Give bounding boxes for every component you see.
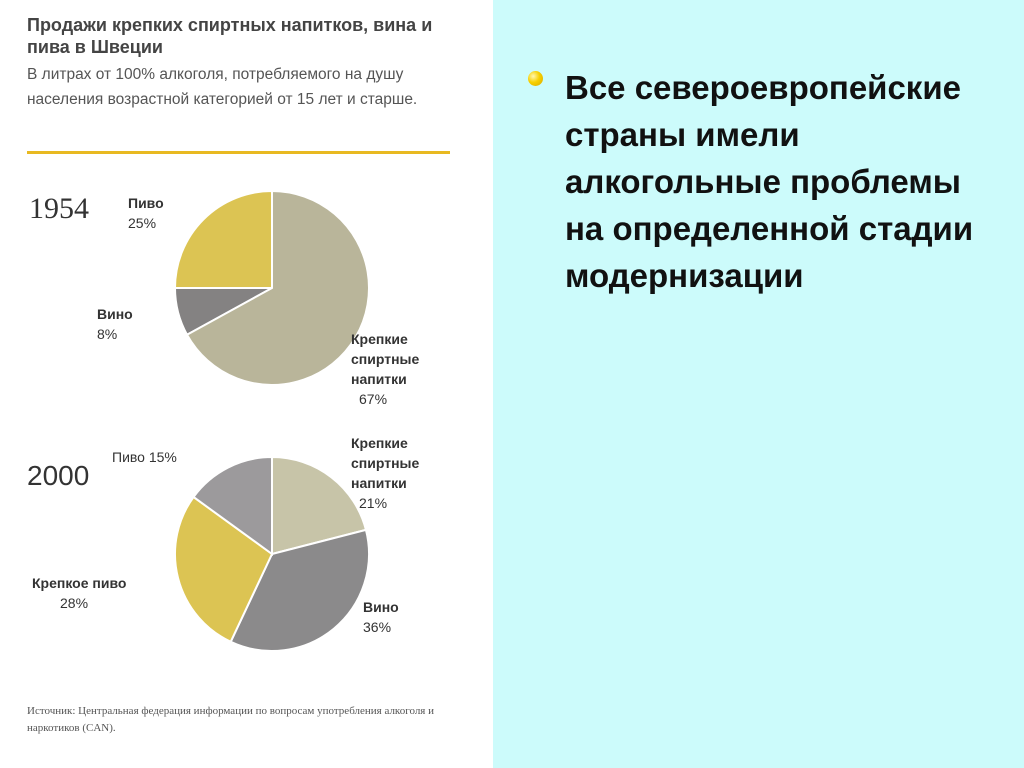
label-2000-strong-beer: Крепкое пиво 28% xyxy=(32,573,126,613)
label-1954-beer-pct: 25% xyxy=(128,215,157,231)
chart-title: Продажи крепких спиртных напитков, вина … xyxy=(27,15,433,57)
bullet-dot-icon xyxy=(528,71,543,86)
pie-1954-slice-0 xyxy=(173,189,273,289)
label-2000-beer-text: Пиво 15% xyxy=(112,449,177,465)
label-2000-spirits-line1: Крепкие xyxy=(351,435,408,451)
label-2000-wine-pct: 36% xyxy=(363,619,392,635)
label-1954-spirits-line3: напитки xyxy=(351,371,407,387)
pie-title-2000: 2000 xyxy=(27,460,90,491)
label-2000-wine: Вино 36% xyxy=(363,597,399,637)
label-1954-wine: Вино 8% xyxy=(97,304,133,344)
pie-2000-slice-3 xyxy=(192,455,273,556)
title-divider xyxy=(27,151,450,154)
label-1954-beer: Пиво 25% xyxy=(128,193,164,233)
chart-subtitle: В литрах от 100% алкоголя, потребляемого… xyxy=(27,66,418,108)
label-2000-strong-beer-name: Крепкое пиво xyxy=(32,575,127,591)
pie-2000-slice-2 xyxy=(174,495,274,644)
label-1954-spirits-line1: Крепкие xyxy=(351,331,408,347)
label-1954-wine-pct: 8% xyxy=(97,326,118,342)
pie-chart-2000 xyxy=(174,455,370,652)
chart-figure: Продажи крепких спиртных напитков, вина … xyxy=(0,0,493,768)
label-2000-spirits: Крепкие спиртные напитки 21% xyxy=(351,433,419,513)
label-1954-wine-name: Вино xyxy=(97,306,133,322)
pie-2000-slice-1 xyxy=(229,528,370,652)
pie-title-1954: 1954 xyxy=(29,192,89,225)
label-2000-beer: Пиво 15% xyxy=(112,447,177,467)
label-2000-spirits-line3: напитки xyxy=(351,475,407,491)
bullet-text: Все североевропейские страны имели алког… xyxy=(565,69,974,294)
label-1954-beer-name: Пиво xyxy=(128,195,164,211)
pie-1954-slice-2 xyxy=(185,189,370,386)
chart-source-note: Источник: Центральная федерация информац… xyxy=(27,705,434,734)
pie-2000-slice-0 xyxy=(271,455,368,556)
label-1954-spirits: Крепкие спиртные напитки 67% xyxy=(351,329,419,409)
label-2000-strong-beer-pct: 28% xyxy=(60,595,89,611)
label-2000-wine-name: Вино xyxy=(363,599,399,615)
pie-chart-1954 xyxy=(173,189,370,386)
label-2000-spirits-line2: спиртные xyxy=(351,455,420,471)
label-1954-spirits-line2: спиртные xyxy=(351,351,420,367)
label-1954-spirits-pct: 67% xyxy=(359,391,388,407)
label-2000-spirits-pct: 21% xyxy=(359,495,388,511)
